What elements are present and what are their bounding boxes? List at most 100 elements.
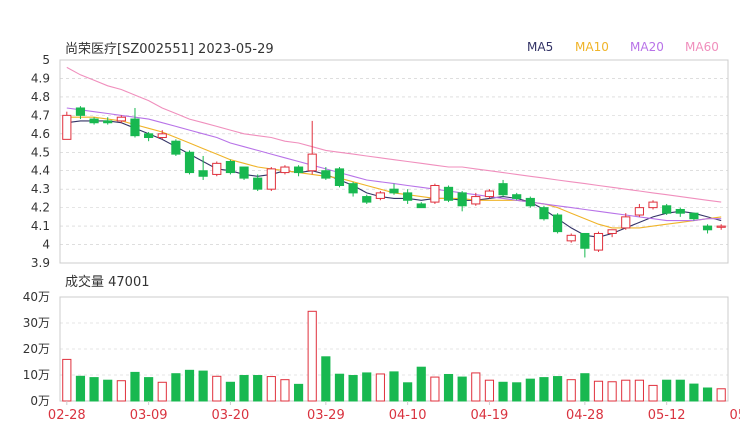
- volume-bar: [389, 371, 399, 402]
- volume-bar: [430, 376, 440, 402]
- candle: [634, 203, 644, 217]
- candle: [607, 229, 617, 238]
- price-tick-label: 4.9: [31, 71, 50, 85]
- volume-bars: [62, 310, 726, 402]
- price-y-axis: 5 4.9 4.8 4.7 4.6 4.5 4.4 4.3 4.2 4.1 4 3.9: [31, 53, 50, 270]
- candle-body-down: [293, 166, 304, 174]
- candle-body-down: [553, 214, 563, 233]
- candle: [184, 150, 195, 175]
- volume-bar: [184, 369, 195, 402]
- candle-body-down: [130, 118, 140, 137]
- volume-bar: [484, 379, 495, 402]
- volume-bar: [75, 375, 86, 402]
- date-tick-label: 03-09: [130, 408, 168, 423]
- volume-bar: [403, 382, 413, 402]
- volume-bar: [293, 383, 304, 402]
- volume-bar: [471, 372, 481, 402]
- volume-bar: [580, 373, 590, 402]
- chart-title: 尚荣医疗[SZ002551] 2023-05-29: [65, 42, 274, 57]
- volume-bar: [675, 379, 685, 402]
- volume-bar: [648, 384, 658, 402]
- volume-bar: [130, 371, 140, 402]
- candle: [348, 181, 358, 197]
- candle: [648, 200, 658, 210]
- volume-bar: [634, 379, 644, 402]
- candle: [716, 224, 726, 230]
- candle-body-down: [334, 168, 345, 186]
- candle: [593, 231, 604, 252]
- candle-body-down: [580, 232, 590, 249]
- candle-body-down: [702, 225, 713, 231]
- volume-bar: [539, 377, 549, 402]
- candle-body-up: [212, 162, 222, 175]
- candle: [471, 192, 481, 206]
- candle: [171, 139, 181, 156]
- candle: [225, 159, 235, 175]
- volume-bar: [375, 373, 385, 402]
- candle-body-down: [89, 118, 99, 124]
- candle: [375, 191, 385, 201]
- volume-bar: [198, 370, 208, 402]
- date-tick-label: 02-28: [48, 408, 86, 423]
- volume-tick-label: 20万: [23, 342, 50, 356]
- volume-tick-label: 0万: [30, 394, 50, 408]
- volume-bar: [607, 381, 617, 402]
- candlesticks: [62, 106, 726, 258]
- candle: [689, 212, 699, 221]
- price-tick-label: 4.5: [31, 145, 50, 159]
- candle: [484, 189, 495, 199]
- candle: [157, 130, 167, 140]
- volume-tick-label: 30万: [23, 316, 50, 330]
- candle: [621, 213, 631, 230]
- volume-bar: [89, 377, 99, 402]
- candle-body-down: [198, 170, 208, 177]
- candle-body-up: [566, 234, 576, 242]
- volume-bar: [621, 379, 631, 402]
- candle: [539, 205, 549, 221]
- ma-line-ma60: [66, 66, 722, 203]
- volume-bar: [443, 373, 454, 402]
- volume-bar: [280, 379, 290, 402]
- volume-bar: [566, 379, 576, 402]
- volume-bar: [498, 381, 508, 402]
- candle-body-down: [171, 140, 181, 155]
- candle-body-up: [634, 207, 644, 216]
- candle-body-down: [225, 161, 235, 174]
- volume-bar: [62, 358, 72, 402]
- legend-ma5: MA5: [527, 40, 553, 54]
- candle: [430, 183, 440, 204]
- candle-body-down: [239, 166, 249, 179]
- volume-bar: [702, 387, 713, 402]
- candle: [362, 194, 372, 204]
- volume-title: 成交量 47001: [65, 274, 150, 290]
- candle-body-up: [157, 133, 167, 139]
- price-tick-label: 4.1: [31, 219, 50, 233]
- volume-bar: [362, 372, 372, 402]
- candle-body-down: [539, 207, 549, 220]
- candle: [266, 167, 276, 192]
- candle-body-down: [512, 194, 522, 199]
- candle: [416, 202, 426, 209]
- candle: [580, 232, 590, 258]
- date-tick-label: 04-10: [389, 408, 427, 423]
- candle: [662, 203, 672, 216]
- candle-body-down: [362, 196, 372, 203]
- volume-bar: [416, 366, 426, 402]
- candle: [307, 120, 317, 175]
- price-tick-label: 4.4: [31, 164, 50, 178]
- volume-tick-label: 10万: [23, 368, 50, 382]
- date-axis: 02-28 03-09 03-20 03-29 04-10 04-19 04-28 05-12…: [48, 401, 740, 423]
- volume-bar: [212, 375, 222, 402]
- volume-bar: [457, 376, 467, 402]
- volume-bar: [144, 377, 154, 402]
- candle: [566, 233, 576, 243]
- candle: [103, 117, 113, 125]
- candle-body-up: [280, 166, 290, 174]
- candle-body-down: [416, 203, 426, 209]
- date-tick-label: 03-20: [212, 408, 250, 423]
- date-tick-label: 04-19: [471, 408, 509, 423]
- volume-bar: [103, 379, 113, 402]
- volume-bar: [225, 381, 235, 402]
- candle-body-down: [184, 151, 195, 174]
- volume-bar: [662, 379, 672, 402]
